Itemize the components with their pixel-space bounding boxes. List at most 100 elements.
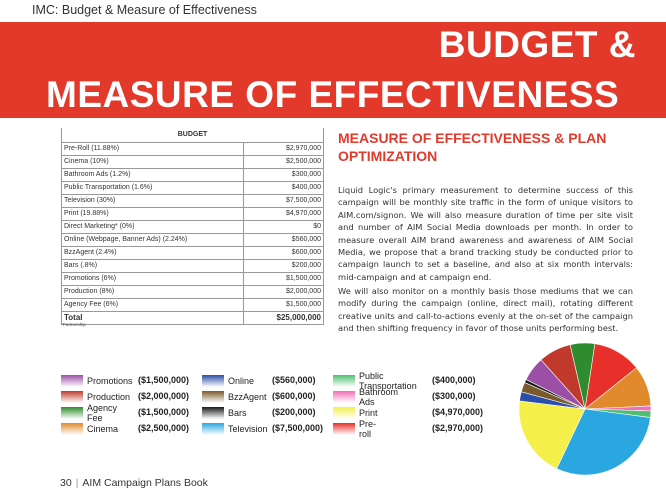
legend-swatch <box>333 423 355 435</box>
budget-row-label: Print (19.88%) <box>61 206 244 221</box>
legend-label: Bathroom Ads <box>359 387 399 407</box>
running-title: IMC: Budget & Measure of Effectiveness <box>32 3 257 17</box>
legend-swatch <box>202 391 224 403</box>
budget-row-label: Promotions (6%) <box>61 271 244 286</box>
budget-table: BUDGET Pre-Roll (11.88%) $2,970,000 Cinema… <box>61 128 324 325</box>
legend-value: ($1,500,000) <box>138 407 190 417</box>
legend-item: Bars <box>202 406 247 420</box>
book-title: AIM Campaign Plans Book <box>82 477 208 489</box>
budget-row: Online (Webpage, Banner Ads) (2.24%) $560… <box>61 232 324 247</box>
legend-label: Bars <box>228 408 247 418</box>
budget-row-value: $200,000 <box>243 258 324 273</box>
pie-slice-agency-fee <box>569 342 596 410</box>
budget-total-row: Total $25,000,000 <box>61 310 324 325</box>
legend-swatch <box>202 423 224 435</box>
legend-item: Production <box>61 390 130 404</box>
legend-value: ($400,000) <box>432 375 476 385</box>
title-banner: BUDGET & MEASURE OF EFFECTIVENESS <box>0 22 666 118</box>
budget-row: Promotions (6%) $1,500,000 <box>61 271 324 286</box>
budget-row-value: $2,000,000 <box>243 284 324 299</box>
legend-item: Bathroom Ads <box>333 387 399 407</box>
legend-value: ($2,970,000) <box>432 423 484 433</box>
pie-slice-print <box>518 400 586 469</box>
pie-slice-television <box>556 408 651 476</box>
legend-item: Promotions <box>61 374 133 388</box>
budget-row-value: $4,970,000 <box>243 206 324 221</box>
budget-row-label: Public Transportation (1.6%) <box>61 180 244 195</box>
budget-row: Print (19.88%) $4,970,000 <box>61 206 324 221</box>
section-title: MEASURE OF EFFECTIVENESS & PLAN OPTIMIZA… <box>338 130 607 164</box>
budget-row-label: Television (30%) <box>61 193 244 208</box>
legend-swatch <box>202 407 224 419</box>
legend-value: ($1,500,000) <box>138 375 190 385</box>
budget-row-value: $2,500,000 <box>243 154 324 169</box>
budget-row-label: Online (Webpage, Banner Ads) (2.24%) <box>61 232 244 247</box>
budget-row: Public Transportation (1.6%) $400,000 <box>61 180 324 195</box>
legend-label: Television <box>228 424 268 434</box>
legend-item: Television <box>202 422 268 436</box>
legend-label: Production <box>87 392 131 402</box>
measure-paragraph-2: We will also monitor on a monthly basis … <box>338 286 633 334</box>
budget-row-label: BzzAgent (2.4%) <box>61 245 244 260</box>
legend-label: Agency Fee <box>87 403 118 423</box>
legend-swatch <box>333 375 355 387</box>
legend-item: Pre-roll <box>333 419 377 439</box>
budget-table-heading: BUDGET <box>61 128 324 143</box>
legend-label: BzzAgent <box>228 392 267 402</box>
legend-swatch <box>333 407 355 419</box>
budget-row-label: Bars (.8%) <box>61 258 244 273</box>
budget-row-value: $300,000 <box>243 167 324 182</box>
budget-row-value: $600,000 <box>243 245 324 260</box>
budget-row: Agency Fee (6%) $1,500,000 <box>61 297 324 312</box>
budget-row-value: $400,000 <box>243 180 324 195</box>
budget-row: Cinema (10%) $2,500,000 <box>61 154 324 169</box>
budget-total-value: $25,000,000 <box>243 310 324 325</box>
budget-row: Direct Marketing* (0%) $0 <box>61 219 324 234</box>
budget-row-value: $0 <box>243 219 324 234</box>
legend-value: ($600,000) <box>272 391 316 401</box>
legend-swatch <box>61 407 83 419</box>
budget-row-label: Agency Fee (6%) <box>61 297 244 312</box>
budget-row: Production (8%) $2,000,000 <box>61 284 324 299</box>
budget-row: Bars (.8%) $200,000 <box>61 258 324 273</box>
legend-item: Cinema <box>61 422 118 436</box>
budget-row-label: Pre-Roll (11.88%) <box>61 141 244 156</box>
budget-row-value: $2,970,000 <box>243 141 324 156</box>
page-footer: 30 | AIM Campaign Plans Book <box>60 477 208 489</box>
budget-total-label: Total <box>61 310 244 325</box>
legend-swatch <box>202 375 224 387</box>
legend-item: Print <box>333 406 378 420</box>
legend-item: Online <box>202 374 254 388</box>
legend-label: Public Transportation <box>359 371 417 391</box>
budget-row: Television (30%) $7,500,000 <box>61 193 324 208</box>
legend-label: Print <box>359 408 378 418</box>
legend-value: ($2,500,000) <box>138 423 190 433</box>
budget-row-value: $1,500,000 <box>243 271 324 286</box>
page-number: 30 <box>60 477 72 489</box>
legend-value: ($560,000) <box>272 375 316 385</box>
banner-title-line1: BUDGET & <box>438 24 636 65</box>
budget-row-value: $560,000 <box>243 232 324 247</box>
legend-label: Cinema <box>87 424 119 434</box>
budget-row-label: Production (8%) <box>61 284 244 299</box>
legend-value: ($200,000) <box>272 407 316 417</box>
legend-item: Agency Fee <box>61 403 118 423</box>
budget-row: BzzAgent (2.4%) $600,000 <box>61 245 324 260</box>
legend-value: ($7,500,000) <box>272 423 324 433</box>
measure-paragraph-1: Liquid Logic's primary measurement to de… <box>338 185 633 282</box>
budget-row-label: Bathroom Ads (1.2%) <box>61 167 244 182</box>
budget-row-label: Direct Marketing* (0%) <box>61 219 244 234</box>
budget-pie-chart <box>518 342 652 476</box>
legend-label: Promotions <box>87 376 133 386</box>
legend-item: BzzAgent <box>202 390 267 404</box>
legend-swatch <box>333 391 355 403</box>
budget-footnote: *Partnership <box>61 322 86 327</box>
budget-row-label: Cinema (10%) <box>61 154 244 169</box>
legend-label: Pre-roll <box>359 419 377 439</box>
legend-value: ($2,000,000) <box>138 391 190 401</box>
legend-label: Online <box>228 376 255 386</box>
legend-swatch <box>61 391 83 403</box>
legend-value: ($300,000) <box>432 391 476 401</box>
budget-row-value: $7,500,000 <box>243 193 324 208</box>
budget-row: Pre-Roll (11.88%) $2,970,000 <box>61 141 324 156</box>
